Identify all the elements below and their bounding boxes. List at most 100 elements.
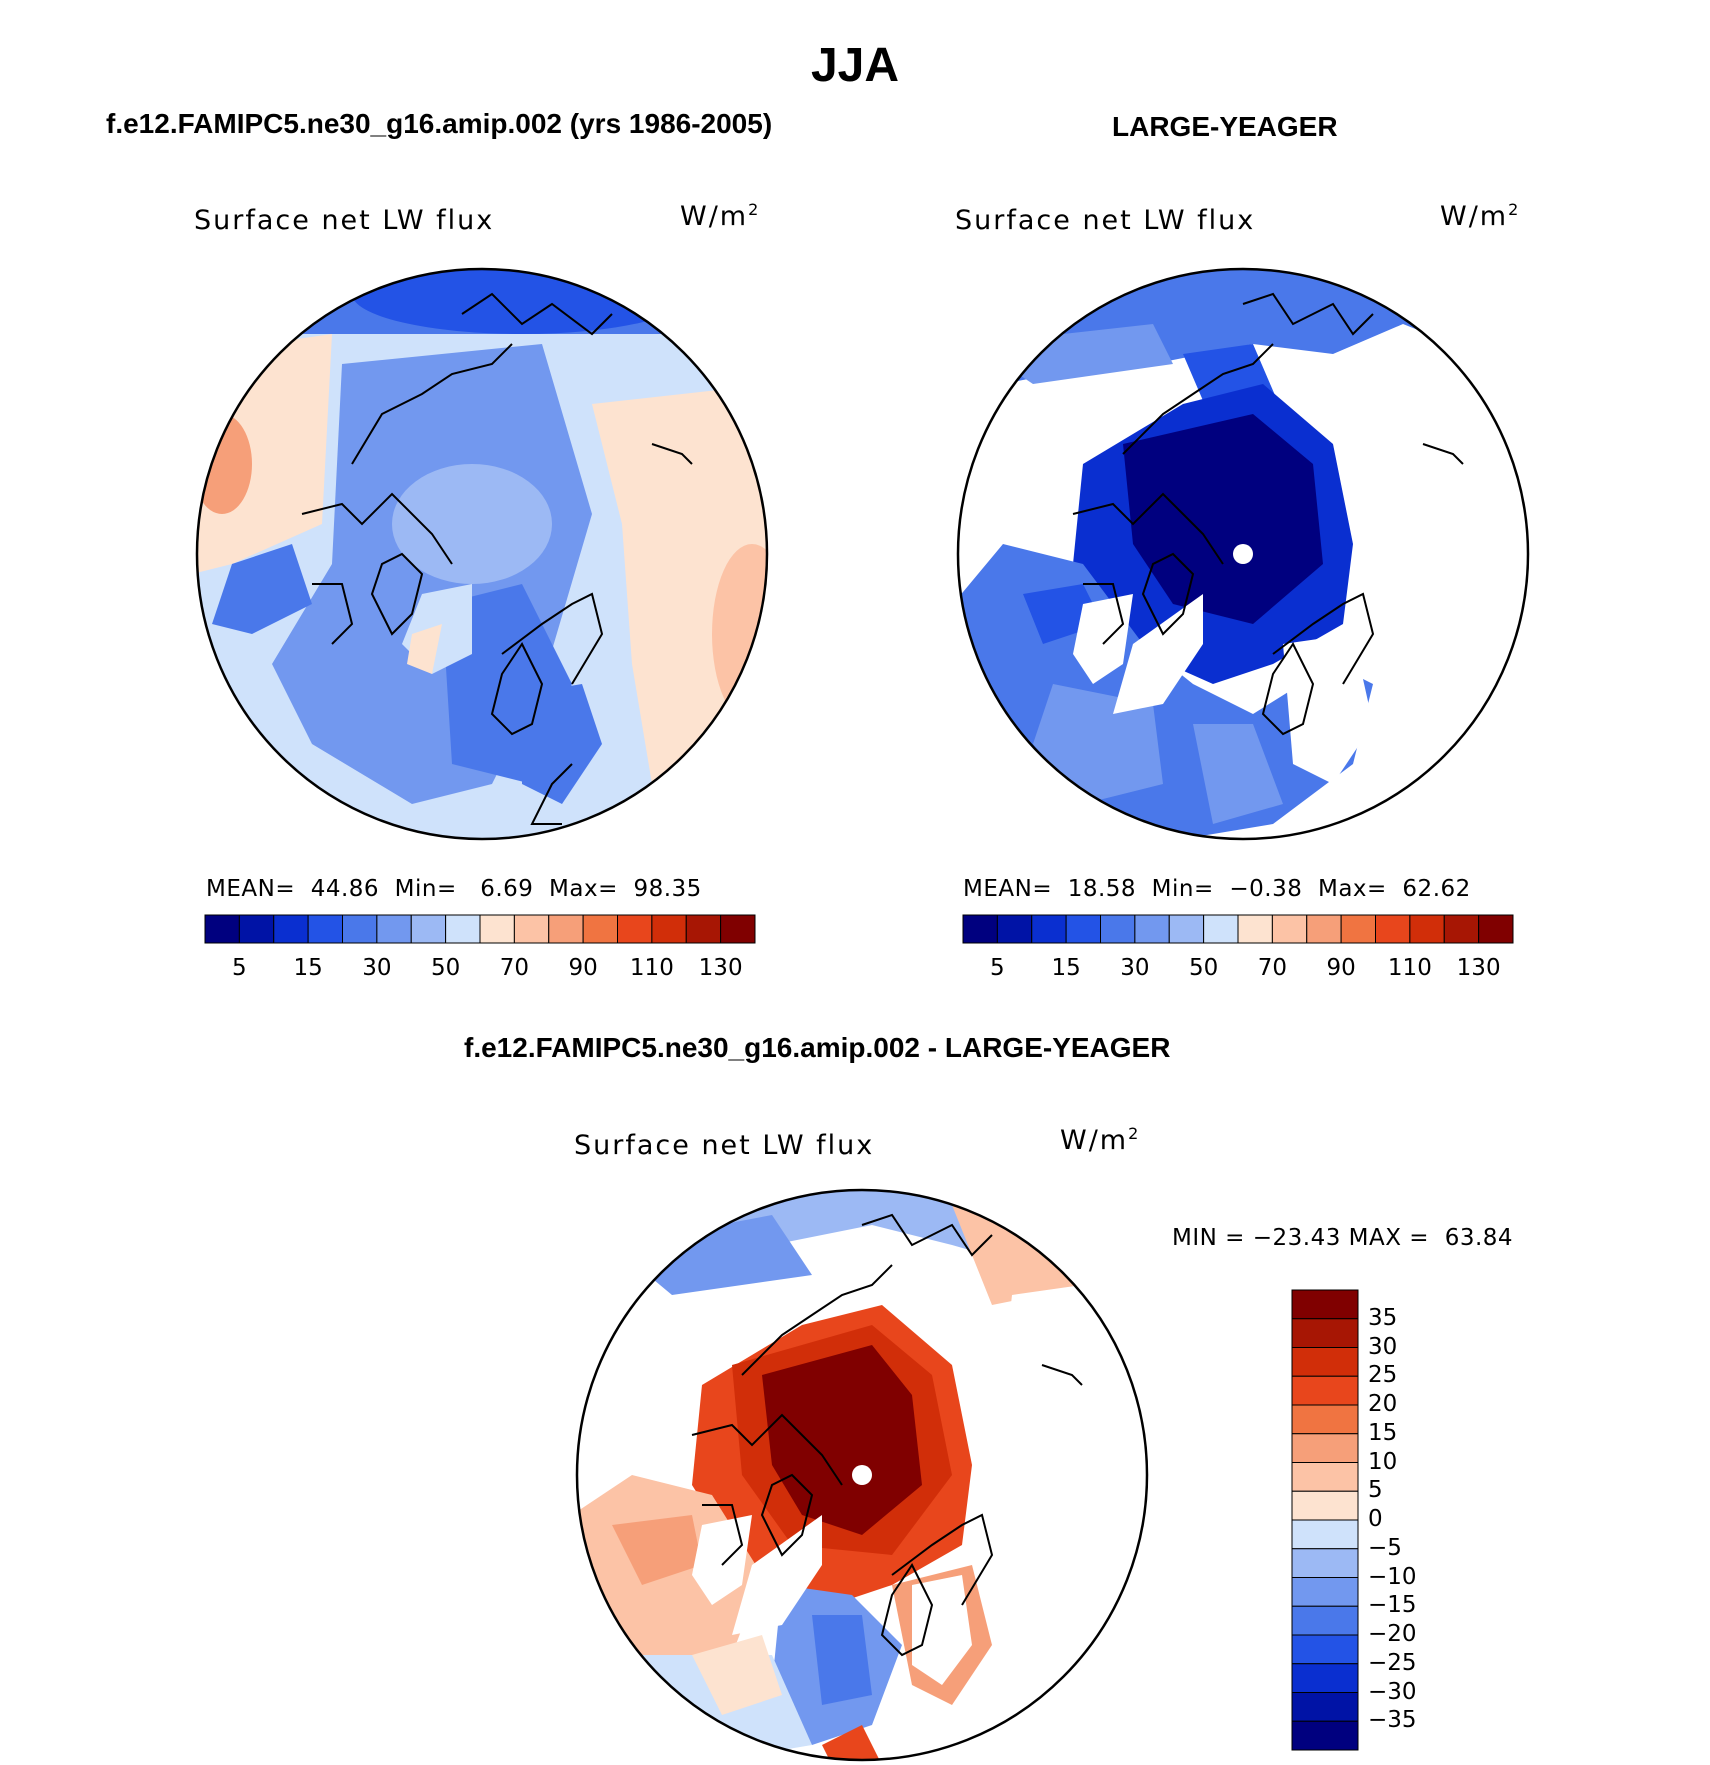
right-colorbar-swatch — [1409, 914, 1445, 944]
diff-colorbar-tick-label: 25 — [1368, 1362, 1398, 1389]
left-panel-label: Surface net LW flux — [194, 205, 495, 236]
right-colorbar-swatch — [1340, 914, 1376, 944]
right-colorbar-swatch — [1134, 914, 1170, 944]
right-panel-header: LARGE-YEAGER — [1112, 111, 1338, 142]
left-coastlines — [301, 292, 693, 825]
diff-colorbar-swatch — [1291, 1433, 1359, 1463]
diff-panel-header: f.e12.FAMIPC5.ne30_g16.amip.002 - LARGE-… — [464, 1032, 1171, 1063]
left-colorbar-swatch — [720, 914, 756, 944]
left-colorbar-swatch — [513, 914, 550, 944]
left-stats: MEAN= 44.86 Min= 6.69 Max= 98.35 — [206, 876, 702, 902]
left-colorbar-swatch — [548, 914, 584, 944]
right-colorbar-tick-label: 70 — [1257, 955, 1288, 981]
diff-colorbar-swatch — [1291, 1289, 1359, 1320]
left-map-border — [195, 267, 769, 841]
right-colorbar-swatch — [1100, 914, 1136, 944]
left-colorbar-swatch — [651, 914, 687, 944]
right-colorbar-tick-label: 90 — [1326, 955, 1356, 981]
diff-colorbar-swatch — [1291, 1519, 1359, 1550]
left-colorbar-swatch — [445, 914, 481, 944]
left-colorbar-swatch — [342, 914, 378, 944]
diff-colorbar-swatch — [1291, 1462, 1359, 1492]
diff-colorbar-tick-label: −30 — [1368, 1678, 1417, 1705]
right-colorbar-swatch — [1237, 914, 1273, 944]
diff-colorbar-tick-label: −15 — [1368, 1592, 1417, 1619]
diff-colorbar-tick-label: 20 — [1368, 1391, 1398, 1417]
right-colorbar-swatch — [1375, 914, 1411, 944]
diff-colorbar-swatch — [1291, 1404, 1359, 1435]
diff-colorbar-swatch — [1291, 1605, 1359, 1636]
right-colorbar-ticks: 5 15 30 50 70 90 110 130 — [963, 955, 1513, 985]
diff-colorbar-swatch — [1291, 1490, 1359, 1521]
left-colorbar-tick-label: 50 — [430, 955, 461, 981]
diff-colorbar-swatch — [1291, 1692, 1359, 1722]
left-map — [195, 267, 769, 841]
diff-colorbar-swatch — [1291, 1577, 1359, 1607]
left-colorbar-swatch — [307, 914, 343, 944]
diff-colorbar-tick-label: −20 — [1368, 1621, 1417, 1647]
left-colorbar-swatch — [273, 914, 309, 944]
left-colorbar-tick-label: 30 — [362, 955, 392, 981]
diff-colorbar-ticks: 35 30 25 20 15 10 5 0 −5 −10 −15 −20 −25 −30 −35 — [1368, 1290, 1468, 1750]
left-panel-units: W/m2 — [680, 200, 761, 232]
diff-colorbar-swatch — [1291, 1318, 1359, 1348]
right-map-border — [956, 267, 1530, 841]
right-pole-marker — [1233, 544, 1253, 564]
diff-colorbar-swatch — [1291, 1375, 1359, 1406]
right-colorbar-swatch — [1031, 914, 1067, 944]
right-colorbar-swatch — [1478, 914, 1514, 944]
main-title: JJA — [810, 39, 900, 92]
right-colorbar-swatch — [1271, 914, 1308, 944]
right-colorbar-swatch — [962, 914, 998, 944]
right-colorbar-tick-label: 15 — [1051, 955, 1081, 981]
right-coastlines — [1072, 292, 1464, 736]
right-map — [956, 267, 1530, 841]
left-colorbar-swatch — [617, 914, 653, 944]
diff-colorbar-swatch — [1291, 1634, 1359, 1665]
diff-colorbar-tick-label: −10 — [1368, 1563, 1417, 1590]
diff-colorbar-tick-label: 15 — [1368, 1419, 1398, 1446]
left-colorbar-tick-label: 130 — [698, 955, 743, 981]
diff-coastlines — [691, 1213, 1083, 1657]
diff-colorbar-swatch — [1291, 1347, 1359, 1377]
right-colorbar-tick-label: 110 — [1387, 955, 1432, 981]
diff-colorbar-tick-label: −35 — [1368, 1707, 1417, 1734]
diff-colorbar-tick-label: 10 — [1368, 1448, 1398, 1475]
left-colorbar-swatch — [238, 914, 275, 944]
left-colorbar-tick-label: 15 — [293, 955, 323, 981]
left-colorbar-swatch — [376, 914, 412, 944]
right-colorbar — [962, 914, 1514, 944]
left-colorbar-tick-label: 70 — [499, 955, 530, 981]
left-colorbar-tick-label: 5 — [232, 955, 247, 981]
diff-pole-marker — [852, 1465, 872, 1485]
diff-stats: MIN = −23.43 MAX = 63.84 — [1172, 1225, 1514, 1251]
left-colorbar-tick-label: 110 — [629, 955, 674, 981]
right-colorbar-swatch — [1168, 914, 1205, 944]
right-panel-units: W/m2 — [1440, 200, 1521, 232]
left-colorbar — [204, 914, 756, 944]
right-stats: MEAN= 18.58 Min= −0.38 Max= 62.62 — [963, 876, 1471, 902]
diff-colorbar-swatch — [1291, 1548, 1359, 1578]
left-panel-header: f.e12.FAMIPC5.ne30_g16.amip.002 (yrs 198… — [106, 108, 773, 139]
diff-map — [575, 1188, 1149, 1762]
left-colorbar-ticks: 5 15 30 50 70 90 110 130 — [205, 955, 755, 985]
left-colorbar-tick-label: 90 — [568, 955, 598, 981]
right-colorbar-tick-label: 30 — [1120, 955, 1150, 981]
left-colorbar-swatch — [410, 914, 447, 944]
right-colorbar-tick-label: 5 — [990, 955, 1005, 981]
diff-colorbar-tick-label: 35 — [1368, 1304, 1398, 1331]
diff-colorbar-tick-label: 5 — [1368, 1477, 1383, 1504]
right-colorbar-swatch — [1443, 914, 1480, 944]
right-colorbar-swatch — [1065, 914, 1101, 944]
diff-panel-label: Surface net LW flux — [574, 1130, 875, 1161]
right-colorbar-tick-label: 130 — [1456, 955, 1501, 981]
diff-colorbar-tick-label: −5 — [1368, 1534, 1402, 1561]
diff-colorbar-tick-label: −25 — [1368, 1649, 1417, 1676]
left-colorbar-swatch — [685, 914, 722, 944]
diff-colorbar-tick-label: 0 — [1368, 1506, 1383, 1532]
diff-colorbar-swatch — [1291, 1720, 1359, 1751]
right-colorbar-swatch — [996, 914, 1033, 944]
left-colorbar-swatch — [479, 914, 515, 944]
right-colorbar-swatch — [1203, 914, 1239, 944]
diff-colorbar — [1291, 1289, 1359, 1751]
